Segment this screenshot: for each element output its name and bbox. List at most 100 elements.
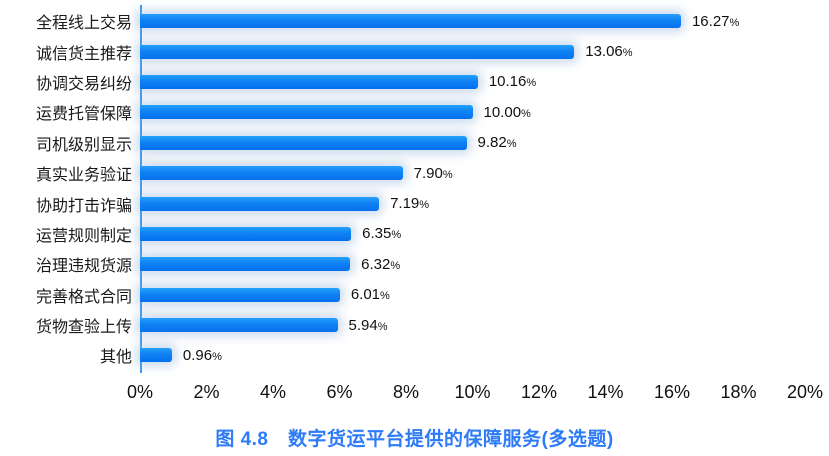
value-label: 6.35% (362, 226, 401, 241)
value-percent-sign: % (526, 77, 537, 90)
category-label: 其他 (99, 349, 132, 367)
x-axis: 0% 2% 4% 6% 8% 10% 12% 14% 16% 18% 20% (127, 382, 823, 406)
bar-row: 运营规则制定 6.35% (0, 219, 829, 249)
category-label: 运费托管保障 (35, 106, 132, 124)
value-number: 6.32 (361, 255, 391, 273)
chart-caption: 图 4.8 数字货运平台提供的保障服务(多选题) (215, 429, 614, 450)
value-label: 13.06% (585, 44, 632, 59)
bar-row: 诚信货主推荐 13.06% (0, 36, 829, 66)
value-number: 6.35 (362, 225, 392, 243)
bar-row: 货物查验上传 5.94% (0, 310, 829, 340)
value-number: 7.90 (413, 164, 443, 182)
value-percent-sign: % (506, 138, 517, 151)
bar (140, 135, 467, 150)
value-number: 13.06 (585, 43, 623, 61)
value-percent-sign: % (391, 229, 402, 242)
x-tick-label: 0% (126, 382, 154, 402)
value-label: 6.32% (361, 257, 400, 272)
bar-track: 6.01% (140, 280, 805, 310)
value-number: 5.94 (348, 316, 378, 334)
category-label: 治理违规货源 (35, 258, 132, 276)
bar (140, 44, 575, 59)
value-label: 10.16% (489, 74, 536, 89)
bar-track: 0.96% (140, 340, 805, 370)
bar (140, 226, 352, 241)
bar-track: 7.90% (140, 158, 805, 188)
bar (140, 14, 681, 29)
category-label: 协调交易纠纷 (35, 75, 132, 93)
value-label: 16.27% (692, 14, 739, 29)
category-label: 全程线上交易 (35, 15, 132, 33)
x-tick-label: 16% (653, 382, 691, 402)
value-percent-sign: % (419, 199, 430, 212)
bar-track: 9.82% (140, 128, 805, 158)
value-percent-sign: % (390, 259, 401, 272)
value-number: 9.82 (477, 134, 507, 152)
value-percent-sign: % (212, 350, 222, 363)
y-axis-line (140, 5, 142, 373)
x-tick-label: 10% (454, 382, 491, 402)
category-label: 协助打击诈骗 (35, 197, 132, 215)
x-tick-label: 14% (587, 382, 624, 402)
value-label: 9.82% (478, 135, 517, 150)
category-label: 完善格式合同 (35, 288, 132, 306)
x-tick-label: 6% (326, 382, 353, 402)
value-number: 10.16 (488, 73, 527, 91)
x-tick-label: 20% (786, 382, 824, 402)
bar-row: 运费托管保障 10.00% (0, 97, 829, 127)
category-label: 真实业务验证 (35, 167, 132, 185)
value-label: 6.01% (351, 287, 390, 302)
bar-track: 6.35% (140, 219, 805, 249)
category-label: 货物查验上传 (35, 319, 132, 337)
bar-row: 全程线上交易 16.27% (0, 6, 829, 36)
value-label: 7.19% (390, 196, 429, 211)
bar (140, 105, 473, 120)
value-percent-sign: % (380, 290, 390, 303)
x-tick-label: 2% (193, 382, 220, 402)
bar-row: 协调交易纠纷 10.16% (0, 67, 829, 97)
x-tick-label: 8% (392, 382, 420, 402)
category-label: 运营规则制定 (35, 227, 132, 245)
value-percent-sign: % (521, 107, 531, 120)
value-percent-sign: % (377, 320, 388, 333)
value-number: 7.19 (390, 195, 420, 213)
bar-track: 7.19% (140, 188, 805, 218)
bar (140, 287, 340, 302)
bar (140, 257, 351, 272)
bar-row: 完善格式合同 6.01% (0, 280, 829, 310)
value-percent-sign: % (622, 47, 633, 60)
bar-track: 5.94% (140, 310, 805, 340)
bar-row: 治理违规货源 6.32% (0, 249, 829, 279)
value-label: 10.00% (484, 105, 531, 120)
bar-row: 其他 0.96% (0, 340, 829, 370)
x-tick-label: 4% (259, 382, 287, 402)
value-label: 0.96% (183, 348, 222, 363)
bar-row: 司机级别显示 9.82% (0, 128, 829, 158)
bar-track: 13.06% (140, 36, 805, 66)
bar-track: 10.16% (140, 67, 805, 97)
bar-row: 真实业务验证 7.90% (0, 158, 829, 188)
bar-track: 6.32% (140, 249, 805, 279)
bar-track: 10.00% (140, 97, 805, 127)
value-label: 5.94% (349, 318, 388, 333)
x-tick-label: 18% (720, 382, 757, 402)
value-number: 0.96 (182, 346, 213, 364)
bar-plot-area: 全程线上交易 16.27% 诚信货主推荐 13.06% 协调交易纠纷 10.16% 运费托管… (0, 6, 829, 371)
bar (140, 196, 380, 211)
value-number: 16.27 (691, 12, 730, 30)
bar-track: 16.27% (140, 6, 805, 36)
bar (140, 166, 403, 181)
value-number: 6.01 (350, 286, 381, 304)
category-label: 司机级别显示 (35, 136, 132, 154)
bar (140, 348, 172, 363)
x-tick-label: 12% (520, 382, 558, 402)
value-label: 7.90% (414, 166, 453, 181)
value-percent-sign: % (442, 168, 453, 181)
value-percent-sign: % (729, 16, 740, 29)
bar-row: 协助打击诈骗 7.19% (0, 188, 829, 218)
value-number: 10.00 (483, 103, 522, 121)
category-label: 诚信货主推荐 (35, 45, 132, 63)
bar (140, 74, 478, 89)
bar (140, 318, 338, 333)
